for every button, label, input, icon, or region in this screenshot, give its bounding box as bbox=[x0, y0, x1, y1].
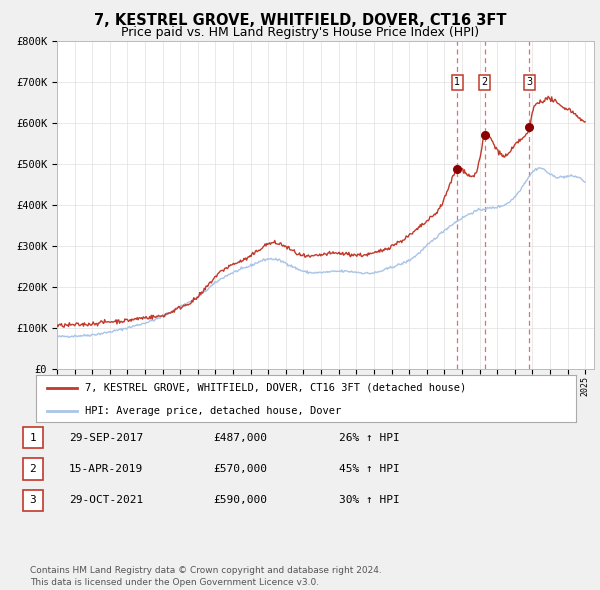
Text: Contains HM Land Registry data © Crown copyright and database right 2024.
This d: Contains HM Land Registry data © Crown c… bbox=[30, 566, 382, 587]
Text: £487,000: £487,000 bbox=[213, 433, 267, 442]
Text: 2: 2 bbox=[481, 77, 488, 87]
Text: 2: 2 bbox=[29, 464, 36, 474]
Text: 1: 1 bbox=[454, 77, 461, 87]
Text: 1: 1 bbox=[29, 433, 36, 442]
Text: 45% ↑ HPI: 45% ↑ HPI bbox=[339, 464, 400, 474]
Text: 7, KESTREL GROVE, WHITFIELD, DOVER, CT16 3FT: 7, KESTREL GROVE, WHITFIELD, DOVER, CT16… bbox=[94, 13, 506, 28]
Text: 29-OCT-2021: 29-OCT-2021 bbox=[69, 496, 143, 505]
Text: HPI: Average price, detached house, Dover: HPI: Average price, detached house, Dove… bbox=[85, 407, 341, 417]
Text: £570,000: £570,000 bbox=[213, 464, 267, 474]
Text: 26% ↑ HPI: 26% ↑ HPI bbox=[339, 433, 400, 442]
Text: £590,000: £590,000 bbox=[213, 496, 267, 505]
Text: 15-APR-2019: 15-APR-2019 bbox=[69, 464, 143, 474]
Text: 3: 3 bbox=[526, 77, 532, 87]
Text: 30% ↑ HPI: 30% ↑ HPI bbox=[339, 496, 400, 505]
Text: Price paid vs. HM Land Registry's House Price Index (HPI): Price paid vs. HM Land Registry's House … bbox=[121, 26, 479, 39]
Text: 3: 3 bbox=[29, 496, 36, 505]
Text: 29-SEP-2017: 29-SEP-2017 bbox=[69, 433, 143, 442]
Text: 7, KESTREL GROVE, WHITFIELD, DOVER, CT16 3FT (detached house): 7, KESTREL GROVE, WHITFIELD, DOVER, CT16… bbox=[85, 383, 466, 393]
